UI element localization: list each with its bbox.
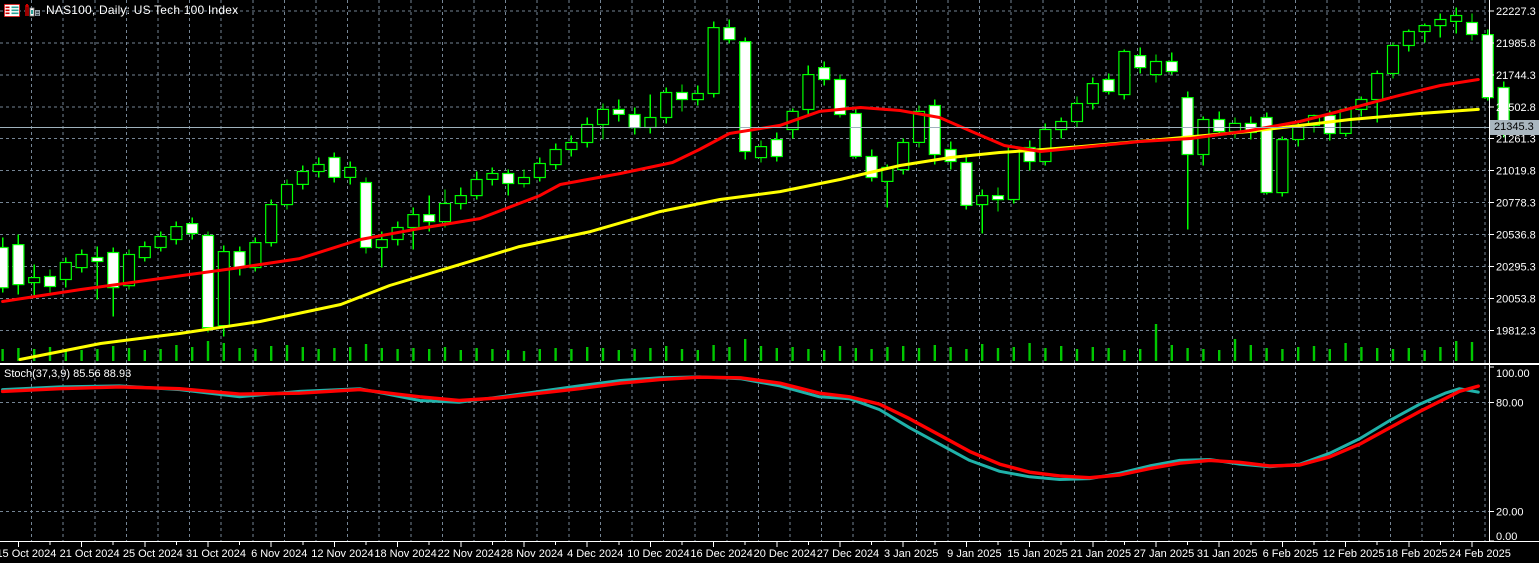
svg-text:19812.3: 19812.3: [1496, 325, 1536, 337]
chart-titlebar: NAS100, Daily: US Tech 100 Index: [3, 2, 239, 18]
price-axis: 22227.3 21985.8 21744.3 21502.8 21261.3 21019…: [1490, 6, 1536, 337]
svg-text:20053.8: 20053.8: [1496, 293, 1536, 305]
svg-text:21 Oct 2024: 21 Oct 2024: [60, 548, 120, 560]
svg-text:12 Feb 2025: 12 Feb 2025: [1323, 548, 1385, 560]
svg-text:21261.3: 21261.3: [1496, 134, 1536, 146]
svg-text:31 Oct 2024: 31 Oct 2024: [186, 548, 246, 560]
panel-borders: [0, 0, 1539, 542]
svg-text:21019.8: 21019.8: [1496, 166, 1536, 178]
vertical-gridlines: [31, 0, 1486, 541]
svg-text:28 Nov 2024: 28 Nov 2024: [501, 548, 563, 560]
candlesticks: [0, 7, 1510, 337]
volume-bars: [1, 324, 1474, 361]
chart-title: NAS100, Daily: US Tech 100 Index: [46, 3, 239, 17]
svg-text:25 Oct 2024: 25 Oct 2024: [123, 548, 183, 560]
date-axis: 15 Oct 2024 21 Oct 2024 25 Oct 2024 31 Oct …: [0, 542, 1511, 560]
svg-text:16 Dec 2024: 16 Dec 2024: [690, 548, 752, 560]
current-price-badge: 21345.3: [1490, 120, 1539, 135]
svg-text:21985.8: 21985.8: [1496, 38, 1536, 50]
svg-text:27 Dec 2024: 27 Dec 2024: [817, 548, 879, 560]
bar-chart-icon[interactable]: [25, 3, 41, 17]
stoch-main-line: [1, 375, 1480, 481]
svg-text:80.00: 80.00: [1496, 397, 1524, 409]
svg-text:15 Oct 2024: 15 Oct 2024: [0, 548, 56, 560]
svg-text:20295.3: 20295.3: [1496, 261, 1536, 273]
svg-text:21502.8: 21502.8: [1496, 102, 1536, 114]
svg-text:20.00: 20.00: [1496, 506, 1524, 518]
svg-text:6 Nov 2024: 6 Nov 2024: [251, 548, 307, 560]
svg-text:21744.3: 21744.3: [1496, 70, 1536, 82]
svg-text:22 Nov 2024: 22 Nov 2024: [438, 548, 500, 560]
svg-text:100.00: 100.00: [1496, 368, 1530, 380]
svg-text:20 Dec 2024: 20 Dec 2024: [754, 548, 816, 560]
svg-text:9 Jan 2025: 9 Jan 2025: [947, 548, 1001, 560]
stoch-axis: 100.00 80.00 20.00 0.00: [1490, 366, 1530, 543]
svg-text:3 Jan 2025: 3 Jan 2025: [884, 548, 938, 560]
svg-text:10 Dec 2024: 10 Dec 2024: [627, 548, 689, 560]
stoch-signal-line: [0, 375, 1481, 480]
svg-text:18 Feb 2025: 18 Feb 2025: [1386, 548, 1448, 560]
chart-list-icon[interactable]: [3, 2, 21, 18]
stoch-gridlines: [0, 401, 1489, 512]
svg-text:22227.3: 22227.3: [1496, 6, 1536, 18]
svg-text:18 Nov 2024: 18 Nov 2024: [374, 548, 436, 560]
svg-text:24 Feb 2025: 24 Feb 2025: [1449, 548, 1511, 560]
svg-text:20778.3: 20778.3: [1496, 198, 1536, 210]
svg-text:0.00: 0.00: [1496, 531, 1517, 543]
svg-text:27 Jan 2025: 27 Jan 2025: [1134, 548, 1195, 560]
svg-text:12 Nov 2024: 12 Nov 2024: [311, 548, 373, 560]
ma-fast-line: [1, 78, 1480, 303]
svg-text:21 Jan 2025: 21 Jan 2025: [1071, 548, 1132, 560]
svg-text:20536.8: 20536.8: [1496, 230, 1536, 242]
svg-text:15 Jan 2025: 15 Jan 2025: [1007, 548, 1068, 560]
svg-text:4 Dec 2024: 4 Dec 2024: [567, 548, 623, 560]
svg-text:31 Jan 2025: 31 Jan 2025: [1197, 548, 1258, 560]
stochastic-indicator-label: Stoch(37,3,9) 85.56 88.93: [4, 368, 132, 380]
svg-text:6 Feb 2025: 6 Feb 2025: [1263, 548, 1319, 560]
